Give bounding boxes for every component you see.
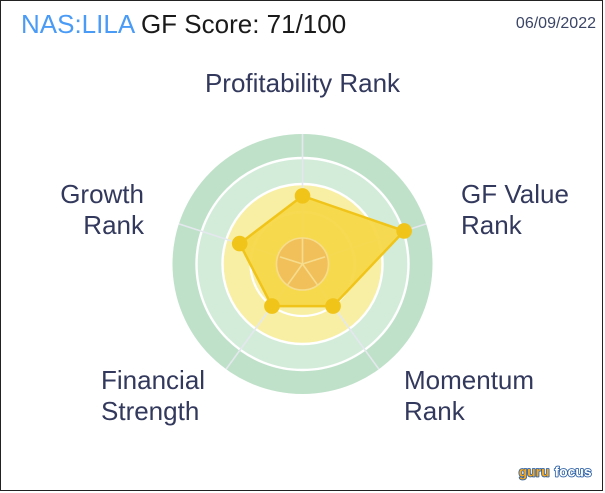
svg-text:guru: guru (519, 463, 550, 479)
svg-text:focus: focus (555, 463, 592, 479)
